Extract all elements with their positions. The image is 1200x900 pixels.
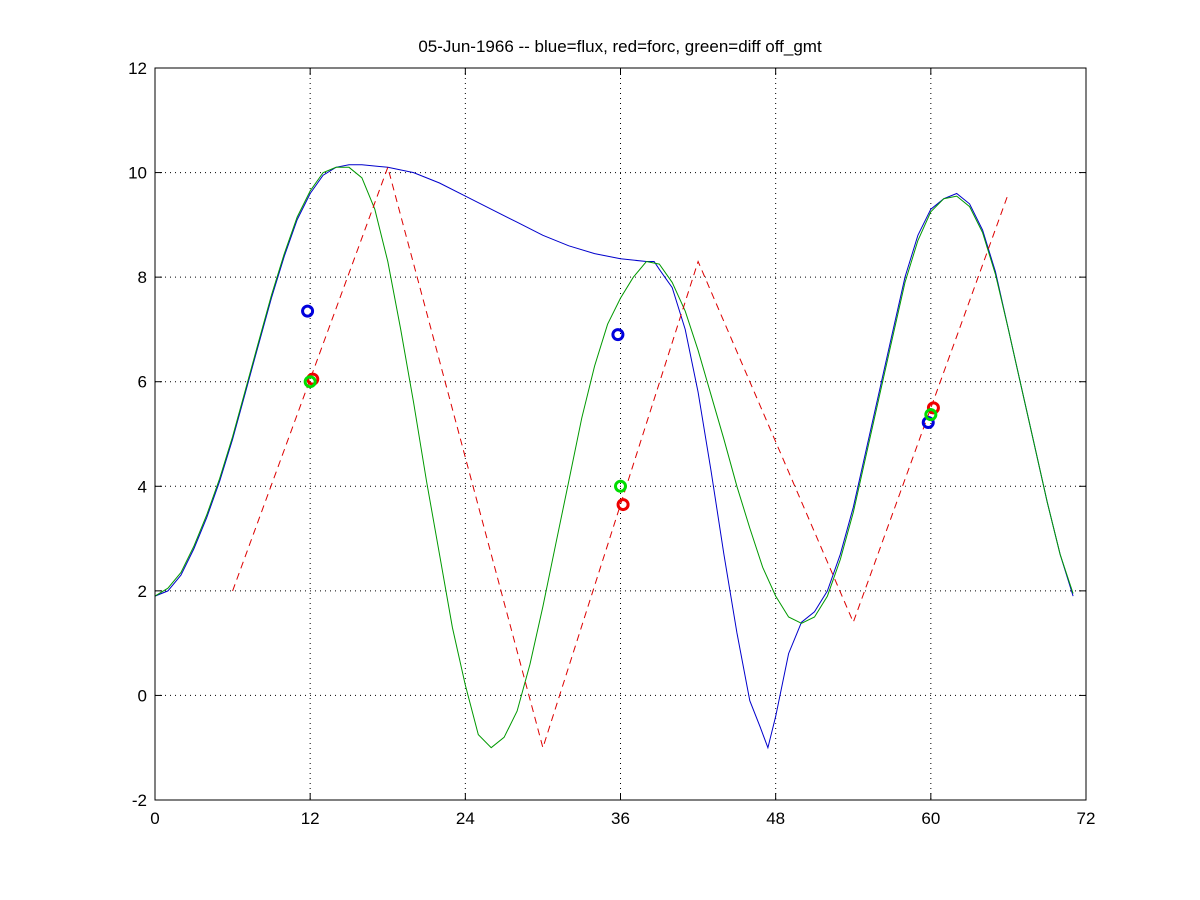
- data-marker: [306, 372, 320, 386]
- y-tick-label: 8: [138, 268, 147, 287]
- data-marker: [614, 479, 627, 493]
- series-line-1: [154, 166, 1074, 749]
- x-tick-label: 72: [1077, 809, 1096, 828]
- y-tick-label: 2: [138, 582, 147, 601]
- data-marker: [301, 304, 315, 318]
- data-markers: [301, 304, 940, 512]
- series-lines: [154, 164, 1074, 750]
- y-tick-label: 12: [128, 59, 147, 78]
- data-marker: [616, 498, 630, 512]
- x-tick-label: 12: [301, 809, 320, 828]
- y-tick-label: 10: [128, 164, 147, 183]
- series-line-0: [154, 164, 1074, 750]
- x-tick-label: 36: [611, 809, 630, 828]
- data-marker: [303, 375, 317, 389]
- data-marker: [611, 328, 625, 342]
- y-tick-label: 4: [138, 477, 147, 496]
- data-marker: [926, 401, 940, 415]
- y-tick-label: 6: [138, 373, 147, 392]
- grid-lines: [155, 68, 1086, 800]
- y-tick-label: -2: [132, 791, 147, 810]
- data-marker: [924, 408, 938, 422]
- x-tick-label: 48: [766, 809, 785, 828]
- x-tick-label: 24: [456, 809, 475, 828]
- series-line-2: [232, 165, 1009, 750]
- y-tick-label: 0: [138, 686, 147, 705]
- x-tick-label: 0: [150, 809, 159, 828]
- x-tick-label: 60: [921, 809, 940, 828]
- chart-title: 05-Jun-1966 -- blue=flux, red=forc, gree…: [418, 37, 822, 56]
